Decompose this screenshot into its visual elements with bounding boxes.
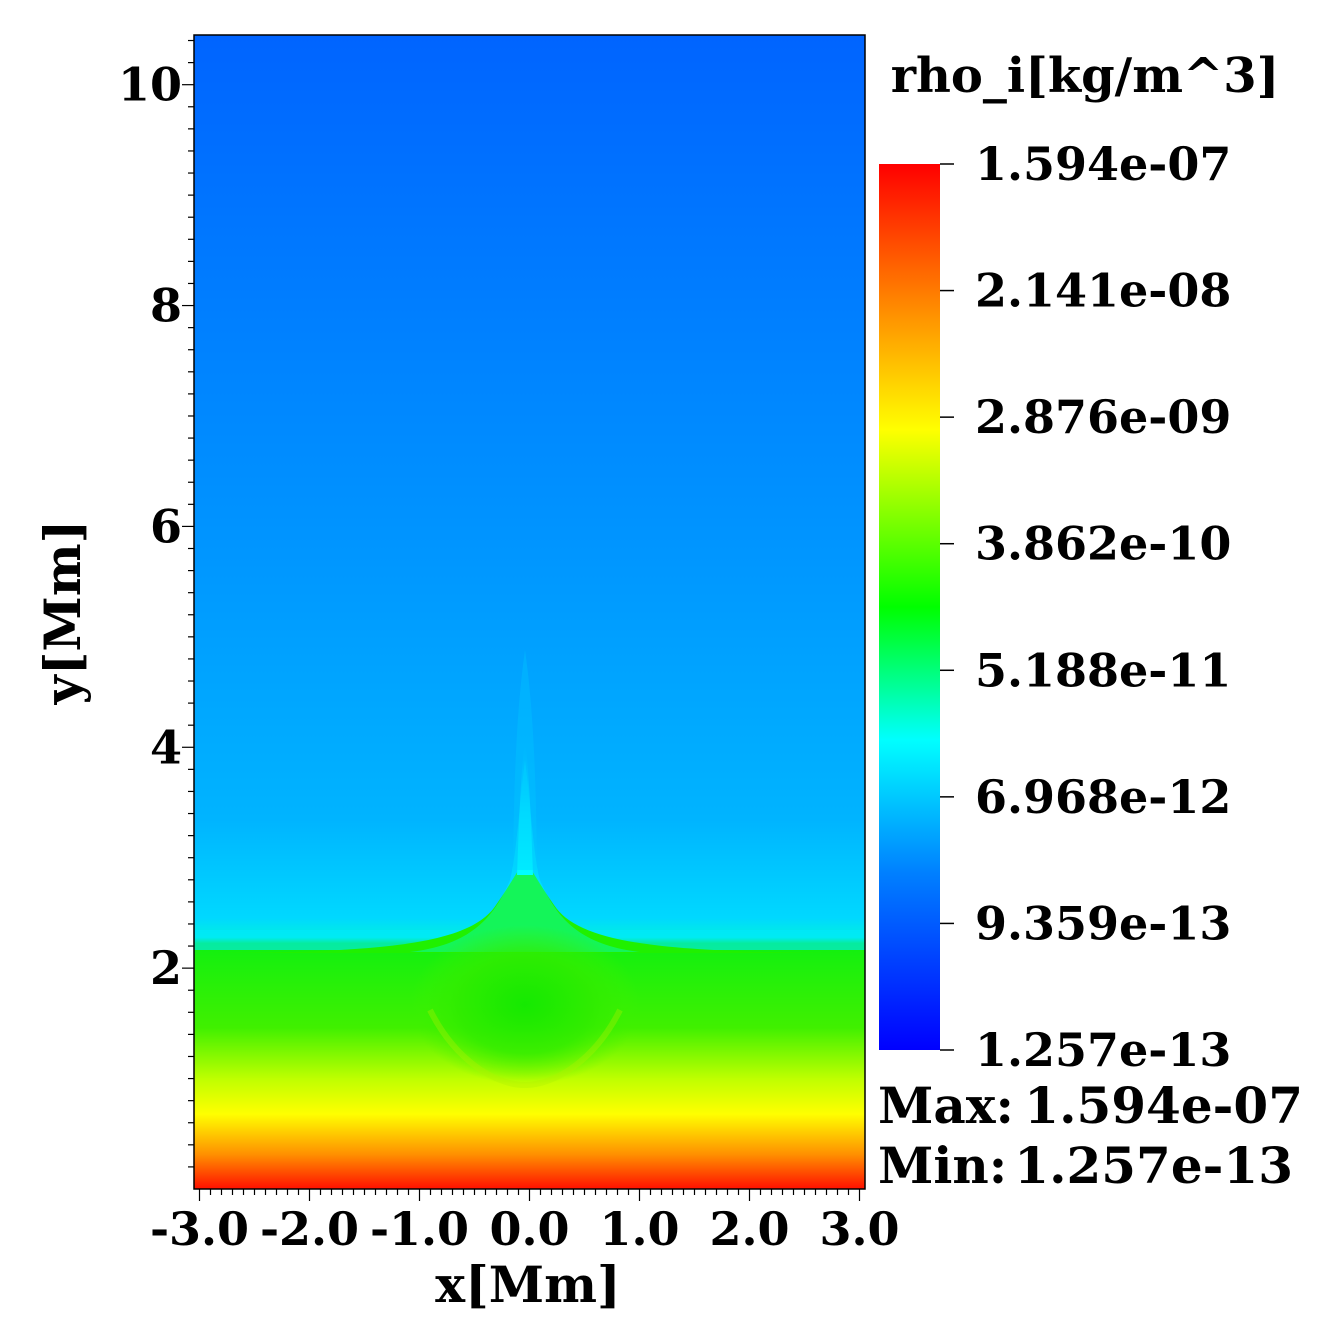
y-axis-ticks: 2 4 6 8 10: [118, 39, 194, 1168]
colorbar-tick-label: 9.359e-13: [975, 896, 1231, 950]
colorbar-tick-label: 1.594e-07: [975, 137, 1231, 191]
y-tick-label: 8: [150, 279, 182, 333]
min-label: Min:: [878, 1136, 1007, 1195]
x-axis-title: x[Mm]: [435, 1255, 620, 1314]
x-tick-label: 2.0: [709, 1202, 789, 1256]
colorbar-tick-label: 2.876e-09: [975, 390, 1231, 444]
x-tick-label: 1.0: [599, 1202, 679, 1256]
x-tick-label: 3.0: [819, 1202, 899, 1256]
x-axis-ticks: -3.0 -2.0 -1.0 0.0 1.0 2.0 3.0: [150, 1189, 900, 1256]
y-tick-label: 4: [150, 720, 182, 774]
max-value: 1.594e-07: [1024, 1076, 1303, 1135]
colorbar-tick-label: 1.257e-13: [975, 1023, 1231, 1077]
x-tick-label: -1.0: [370, 1202, 469, 1256]
density-field: [194, 35, 865, 1189]
colorbar-tick-label: 5.188e-11: [975, 643, 1231, 697]
y-tick-label: 6: [150, 499, 182, 553]
max-label: Max:: [878, 1076, 1014, 1135]
colorbar-title: rho_i[kg/m^3]: [891, 48, 1280, 104]
colorbar-tick-label: 6.968e-12: [975, 770, 1231, 824]
colorbar-ticks: 1.594e-07 2.141e-08 2.876e-09 3.862e-10 5.18…: [940, 137, 1231, 1077]
y-tick-label: 2: [150, 941, 182, 995]
colorbar: [879, 164, 940, 1050]
x-tick-label: -3.0: [150, 1202, 249, 1256]
y-tick-label: 10: [118, 58, 182, 112]
x-tick-label: 0.0: [489, 1202, 569, 1256]
y-axis-title: y[Mm]: [33, 520, 92, 706]
colorbar-tick-label: 3.862e-10: [975, 517, 1231, 571]
colorbar-tick-label: 2.141e-08: [975, 264, 1231, 318]
min-value: 1.257e-13: [1014, 1136, 1293, 1195]
x-tick-label: -2.0: [260, 1202, 359, 1256]
